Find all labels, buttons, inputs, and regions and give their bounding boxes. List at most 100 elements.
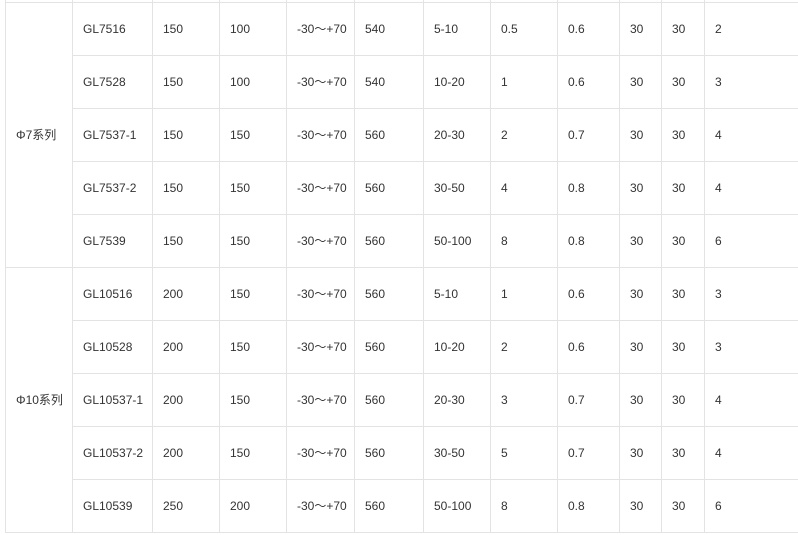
model-cell: GL7537-2	[72, 161, 153, 215]
model-cell: GL10528	[72, 320, 153, 374]
value-cell: 30-50	[423, 426, 491, 480]
value-cell: 150	[152, 55, 220, 109]
value-cell: 0.7	[557, 426, 620, 480]
value-cell: 150	[219, 426, 287, 480]
value-cell: 0.6	[557, 55, 620, 109]
table-row: Φ7系列 GL7516 150 100 -30～+70 540 5-10 0.5 0.6 30 30…	[5, 2, 798, 268]
model-cell: GL7537-1	[72, 108, 153, 162]
value-cell: 30	[661, 108, 705, 162]
value-cell: 3	[704, 267, 798, 321]
value-cell: 200	[152, 426, 220, 480]
table-row: GL7537-1 150 150 -30～+70 560 20-30 2 0.7 30 30 4	[6, 108, 798, 162]
value-cell: 0.6	[557, 267, 620, 321]
value-cell: 0.8	[557, 214, 620, 268]
table-row: Φ10系列 GL10516 200 150 -30～+70 560 5-10 1 0.6 30 30…	[5, 267, 798, 533]
table-row: GL10528 200 150 -30～+70 560 10-20 2 0.6 30 30 3	[6, 320, 798, 374]
value-cell: 2	[490, 108, 558, 162]
model-cell: GL10537-1	[72, 373, 153, 427]
value-cell: 10-20	[423, 55, 491, 109]
table-row: GL7539 150 150 -30～+70 560 50-100 8 0.8 30 30 6	[6, 214, 798, 268]
value-cell: 30	[619, 214, 662, 268]
series-cell: Φ7系列	[5, 2, 73, 268]
value-cell: 150	[219, 108, 287, 162]
value-cell: 30	[661, 479, 705, 533]
value-cell: 30	[619, 426, 662, 480]
value-cell: 540	[354, 2, 424, 56]
model-cell: GL10516	[72, 267, 153, 321]
value-cell: 560	[354, 426, 424, 480]
value-cell: 200	[219, 479, 287, 533]
value-cell: 150	[219, 373, 287, 427]
value-cell: 5-10	[423, 2, 491, 56]
value-cell: -30～+70	[286, 267, 355, 321]
value-cell: 150	[152, 161, 220, 215]
value-cell: 150	[219, 214, 287, 268]
value-cell: 560	[354, 320, 424, 374]
value-cell: 150	[219, 267, 287, 321]
value-cell: 30	[661, 55, 705, 109]
value-cell: 560	[354, 161, 424, 215]
value-cell: 250	[152, 479, 220, 533]
model-cell: GL7516	[72, 2, 153, 56]
value-cell: -30～+70	[286, 108, 355, 162]
value-cell: 30	[661, 214, 705, 268]
value-cell: 20-30	[423, 373, 491, 427]
table-row: GL7537-2 150 150 -30～+70 560 30-50 4 0.8 30 30 4	[6, 161, 798, 215]
table-row: GL10537-1 200 150 -30～+70 560 20-30 3 0.7 30 30 4	[6, 373, 798, 427]
value-cell: -30～+70	[286, 320, 355, 374]
table-row: GL10537-2 200 150 -30～+70 560 30-50 5 0.7 30 30 4	[6, 426, 798, 480]
value-cell: 560	[354, 267, 424, 321]
value-cell: 30	[619, 55, 662, 109]
value-cell: 30	[619, 108, 662, 162]
value-cell: 100	[219, 55, 287, 109]
value-cell: 50-100	[423, 479, 491, 533]
value-cell: 4	[704, 108, 798, 162]
value-cell: 0.6	[557, 2, 620, 56]
value-cell: 150	[152, 214, 220, 268]
value-cell: -30～+70	[286, 2, 355, 56]
value-cell: 30	[661, 161, 705, 215]
value-cell: 30	[661, 320, 705, 374]
value-cell: 30	[661, 2, 705, 56]
value-cell: 2	[490, 320, 558, 374]
value-cell: 4	[704, 161, 798, 215]
value-cell: -30～+70	[286, 426, 355, 480]
series-cell: Φ10系列	[5, 267, 73, 533]
value-cell: 150	[152, 2, 220, 56]
value-cell: -30～+70	[286, 214, 355, 268]
value-cell: 1	[490, 267, 558, 321]
value-cell: 150	[219, 161, 287, 215]
value-cell: 8	[490, 214, 558, 268]
model-cell: GL10537-2	[72, 426, 153, 480]
value-cell: 30	[619, 479, 662, 533]
value-cell: 560	[354, 479, 424, 533]
value-cell: 540	[354, 55, 424, 109]
value-cell: 2	[704, 2, 798, 56]
value-cell: 30	[661, 267, 705, 321]
value-cell: 30	[619, 267, 662, 321]
value-cell: -30～+70	[286, 479, 355, 533]
value-cell: 5	[490, 426, 558, 480]
value-cell: 20-30	[423, 108, 491, 162]
value-cell: 30	[661, 373, 705, 427]
value-cell: 4	[490, 161, 558, 215]
value-cell: 6	[704, 214, 798, 268]
model-cell: GL7539	[72, 214, 153, 268]
value-cell: -30～+70	[286, 161, 355, 215]
value-cell: 10-20	[423, 320, 491, 374]
value-cell: 6	[704, 479, 798, 533]
value-cell: 560	[354, 214, 424, 268]
value-cell: 0.7	[557, 108, 620, 162]
value-cell: 150	[219, 320, 287, 374]
value-cell: 30	[619, 373, 662, 427]
value-cell: 150	[152, 108, 220, 162]
value-cell: -30～+70	[286, 373, 355, 427]
value-cell: 8	[490, 479, 558, 533]
value-cell: 1	[490, 55, 558, 109]
value-cell: 3	[704, 320, 798, 374]
value-cell: 30	[661, 426, 705, 480]
value-cell: 200	[152, 267, 220, 321]
value-cell: 100	[219, 2, 287, 56]
value-cell: 50-100	[423, 214, 491, 268]
value-cell: 4	[704, 373, 798, 427]
